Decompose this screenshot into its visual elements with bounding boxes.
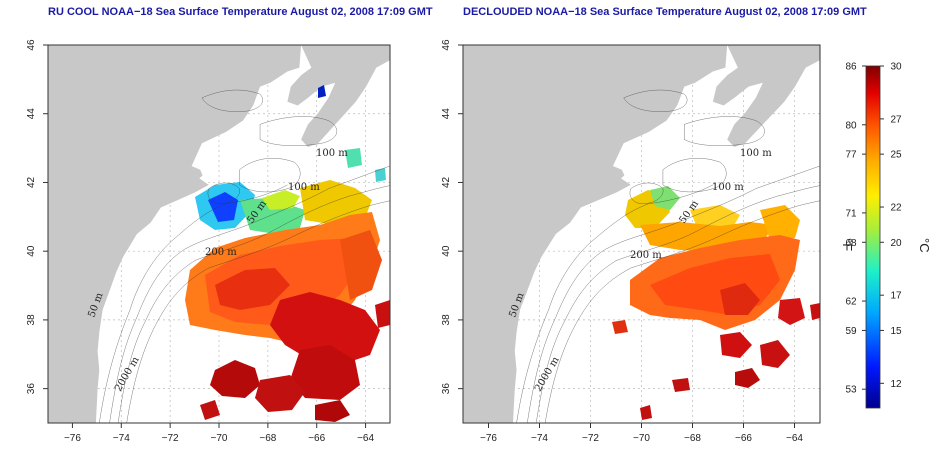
y-tick-label: 44 [441, 108, 452, 120]
x-tick-label: −68 [684, 433, 701, 444]
x-tick-label: −74 [531, 433, 548, 444]
x-tick-label: −76 [480, 433, 497, 444]
fahrenheit-tick-label: 86 [845, 62, 857, 73]
fahrenheit-tick-label: 68 [845, 238, 857, 249]
x-tick-label: −64 [786, 433, 803, 444]
temperature-colorbar: 86 80 77 71 68 62 59 53 30 27 25 22 20 17 15 12 °F °C [840, 62, 932, 409]
x-tick-label: −72 [162, 433, 179, 444]
contour-label-100m-lower: 100 m [288, 182, 320, 193]
map-title-left: RU COOL NOAA−18 Sea Surface Temperature … [48, 6, 433, 18]
x-tick-label: −66 [735, 433, 752, 444]
celsius-tick-label: 22 [890, 203, 902, 214]
fahrenheit-tick-label: 71 [845, 208, 857, 219]
celsius-tick-label: 27 [890, 114, 902, 125]
fahrenheit-tick-label: 59 [845, 326, 857, 337]
sst-field-declouded [612, 186, 820, 420]
axis-ticks-right: −76 −74 −72 −70 −68 −66 −64 36 38 40 42 44 46 [441, 39, 803, 444]
colorbar-gradient [865, 65, 881, 409]
axis-ticks-left: −76 −74 −72 −70 −68 −66 −64 36 38 40 42 44 46 [26, 39, 374, 444]
contour-label-100m-lower-right: 100 m [712, 182, 744, 193]
fahrenheit-tick-label: 80 [845, 120, 857, 131]
x-tick-label: −70 [633, 433, 650, 444]
celsius-tick-label: 15 [890, 326, 902, 337]
y-tick-label: 40 [441, 245, 452, 257]
contour-label-200m: 200 m [205, 247, 237, 258]
colorbar-celsius-ticks: 30 27 25 22 20 17 15 12 [880, 62, 902, 390]
x-tick-label: −66 [308, 433, 325, 444]
celsius-tick-label: 12 [890, 379, 902, 390]
y-tick-label: 38 [441, 314, 452, 326]
y-tick-label: 36 [441, 383, 452, 395]
y-tick-label: 46 [441, 39, 452, 51]
fahrenheit-tick-label: 53 [845, 385, 857, 396]
fahrenheit-tick-label: 62 [845, 297, 857, 308]
fahrenheit-tick-label: 77 [845, 150, 857, 161]
y-tick-label: 42 [441, 176, 452, 188]
celsius-tick-label: 30 [890, 62, 902, 73]
celsius-tick-label: 20 [890, 238, 902, 249]
contour-label-100m-upper: 100 m [316, 148, 348, 159]
y-tick-label: 38 [26, 314, 37, 326]
colorbar-fahrenheit-ticks: 86 80 77 71 68 62 59 53 [845, 62, 866, 396]
celsius-tick-label: 17 [890, 291, 902, 302]
map-title-right: DECLOUDED NOAA−18 Sea Surface Temperatur… [463, 6, 867, 18]
y-tick-label: 46 [26, 39, 37, 51]
contour-label-200m-right: 200 m [630, 250, 662, 261]
y-tick-label: 44 [26, 108, 37, 120]
contour-label-100m-upper-right: 100 m [740, 148, 772, 159]
x-tick-label: −76 [64, 433, 81, 444]
x-tick-label: −64 [357, 433, 374, 444]
sst-field-original [185, 85, 390, 422]
x-tick-label: −74 [113, 433, 130, 444]
y-tick-label: 36 [26, 383, 37, 395]
y-tick-label: 42 [26, 176, 37, 188]
fahrenheit-unit-label: °F [840, 238, 855, 251]
x-tick-label: −72 [582, 433, 599, 444]
x-tick-label: −68 [259, 433, 276, 444]
celsius-tick-label: 25 [890, 150, 902, 161]
celsius-unit-label: °C [917, 238, 932, 253]
y-tick-label: 40 [26, 245, 37, 257]
x-tick-label: −70 [211, 433, 228, 444]
